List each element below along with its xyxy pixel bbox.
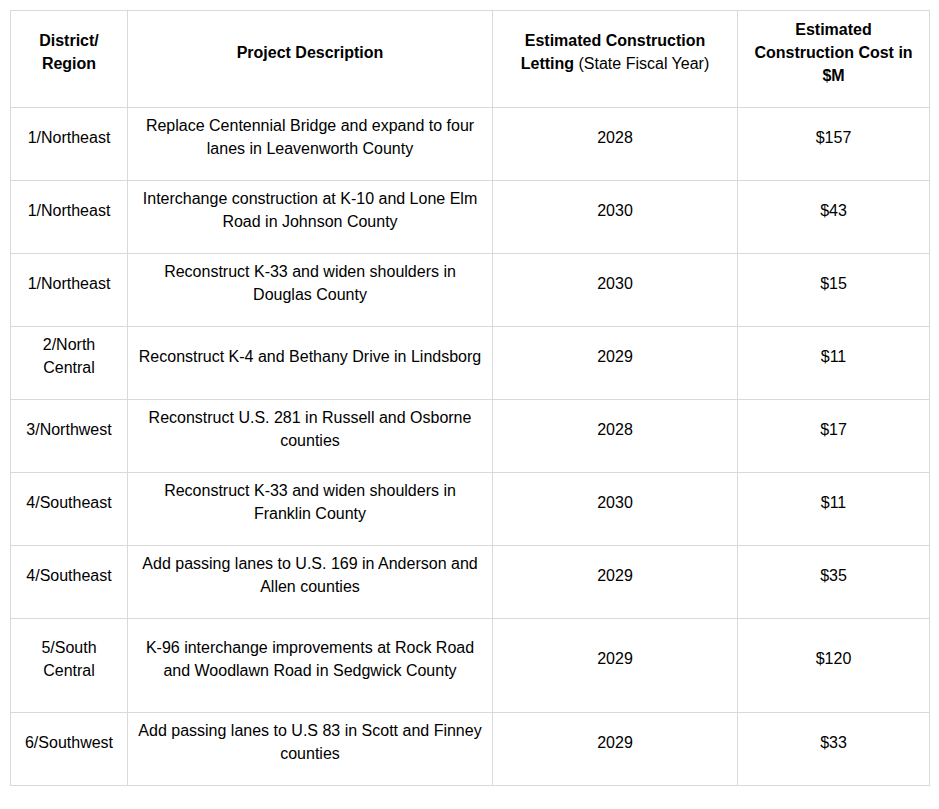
cell-description: Interchange construction at K-10 and Lon…: [128, 181, 493, 254]
table-row: 1/Northeast Interchange construction at …: [11, 181, 930, 254]
cell-cost: $35: [738, 546, 930, 619]
cell-letting: 2029: [493, 619, 738, 713]
cell-description: Reconstruct U.S. 281 in Russell and Osbo…: [128, 400, 493, 473]
cell-cost: $17: [738, 400, 930, 473]
cell-letting: 2029: [493, 327, 738, 400]
table-row: 2/North Central Reconstruct K-4 and Beth…: [11, 327, 930, 400]
header-project-description: Project Description: [128, 11, 493, 108]
cell-district: 3/Northwest: [11, 400, 128, 473]
cell-cost: $15: [738, 254, 930, 327]
cell-district: 2/North Central: [11, 327, 128, 400]
cell-letting: 2030: [493, 254, 738, 327]
cell-district: 1/Northeast: [11, 254, 128, 327]
cell-letting: 2030: [493, 473, 738, 546]
header-construction-letting: Estimated Construction Letting (State Fi…: [493, 11, 738, 108]
table-row: 5/South Central K-96 interchange improve…: [11, 619, 930, 713]
cell-district: 4/Southeast: [11, 473, 128, 546]
cell-description: Add passing lanes to U.S 83 in Scott and…: [128, 713, 493, 786]
table-row: 1/Northeast Reconstruct K-33 and widen s…: [11, 254, 930, 327]
table-header-row: District/ Region Project Description Est…: [11, 11, 930, 108]
projects-table: District/ Region Project Description Est…: [10, 10, 930, 786]
cell-cost: $157: [738, 108, 930, 181]
header-construction-cost: Estimated Construction Cost in $M: [738, 11, 930, 108]
cell-cost: $120: [738, 619, 930, 713]
header-district-region: District/ Region: [11, 11, 128, 108]
cell-district: 6/Southwest: [11, 713, 128, 786]
cell-letting: 2029: [493, 546, 738, 619]
cell-district: 1/Northeast: [11, 108, 128, 181]
cell-description: Add passing lanes to U.S. 169 in Anderso…: [128, 546, 493, 619]
header-letting-note-text: (State Fiscal Year): [579, 55, 710, 72]
cell-letting: 2030: [493, 181, 738, 254]
cell-description: Reconstruct K-4 and Bethany Drive in Lin…: [128, 327, 493, 400]
table-row: 4/Southeast Add passing lanes to U.S. 16…: [11, 546, 930, 619]
cell-cost: $11: [738, 473, 930, 546]
cell-district: 1/Northeast: [11, 181, 128, 254]
cell-letting: 2028: [493, 108, 738, 181]
cell-district: 5/South Central: [11, 619, 128, 713]
cell-description: Reconstruct K-33 and widen shoulders in …: [128, 473, 493, 546]
cell-cost: $11: [738, 327, 930, 400]
cell-description: Reconstruct K-33 and widen shoulders in …: [128, 254, 493, 327]
cell-letting: 2028: [493, 400, 738, 473]
cell-description: Replace Centennial Bridge and expand to …: [128, 108, 493, 181]
table-row: 1/Northeast Replace Centennial Bridge an…: [11, 108, 930, 181]
table-row: 6/Southwest Add passing lanes to U.S 83 …: [11, 713, 930, 786]
cell-cost: $43: [738, 181, 930, 254]
cell-letting: 2029: [493, 713, 738, 786]
cell-description: K-96 interchange improvements at Rock Ro…: [128, 619, 493, 713]
cell-cost: $33: [738, 713, 930, 786]
table-row: 4/Southeast Reconstruct K-33 and widen s…: [11, 473, 930, 546]
cell-district: 4/Southeast: [11, 546, 128, 619]
table-row: 3/Northwest Reconstruct U.S. 281 in Russ…: [11, 400, 930, 473]
document-page: District/ Region Project Description Est…: [0, 0, 939, 809]
